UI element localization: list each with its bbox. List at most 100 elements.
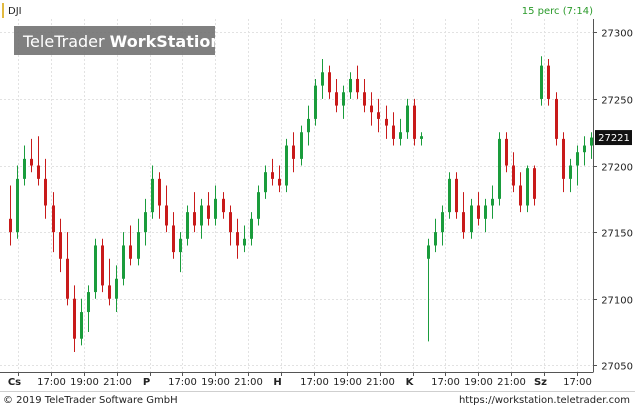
candle-down xyxy=(519,185,522,206)
candle-up xyxy=(285,145,288,186)
candle-up xyxy=(80,312,83,339)
candle-down xyxy=(455,178,458,213)
candle-up xyxy=(583,145,586,153)
candle-down xyxy=(30,158,33,166)
candle-up xyxy=(257,192,260,219)
candle-up xyxy=(186,212,189,239)
candle-down xyxy=(413,105,416,139)
candle-down xyxy=(505,138,508,166)
watermark-text: TeleTrader WorkStation xyxy=(22,32,222,51)
candle-down xyxy=(363,92,366,106)
x-tick-label: 21:00 xyxy=(366,377,395,388)
candle-up xyxy=(526,168,529,206)
candles xyxy=(9,56,593,353)
last-value-background xyxy=(595,130,632,146)
x-day-label: Cs xyxy=(8,377,21,388)
candle-up xyxy=(540,65,543,99)
y-tick-label: 27100 xyxy=(601,296,633,307)
candle-down xyxy=(101,245,104,286)
candle-down xyxy=(108,285,111,299)
candle-up xyxy=(491,198,494,206)
x-day-label: H xyxy=(273,377,281,388)
candle-down xyxy=(477,205,480,219)
candle-up xyxy=(151,178,154,213)
candle-up xyxy=(576,152,579,166)
y-tick-label: 27250 xyxy=(601,96,633,107)
candle-up xyxy=(470,205,473,233)
candle-down xyxy=(66,258,69,299)
last-value-text: 27221 xyxy=(598,133,630,144)
candle-down xyxy=(392,125,395,139)
candle-down xyxy=(555,98,558,139)
x-tick-label: 17:00 xyxy=(168,377,197,388)
last-value-badge: 27221 xyxy=(595,130,632,146)
watermark-box xyxy=(14,26,215,55)
candle-down xyxy=(462,212,465,233)
candle-down xyxy=(207,205,210,219)
candle-up xyxy=(214,198,217,219)
candle-down xyxy=(52,205,55,233)
candle-down xyxy=(236,232,239,246)
x-day-label: Sz xyxy=(534,377,547,388)
symbol-label: DJI xyxy=(8,6,22,17)
candle-up xyxy=(321,72,324,86)
x-tick-label: 17:00 xyxy=(431,377,460,388)
watermark-light: TeleTrader xyxy=(22,32,110,51)
source-url[interactable]: https://workstation.teletrader.com xyxy=(459,395,630,406)
candle-up xyxy=(448,178,451,213)
candle-down xyxy=(158,178,161,206)
candle-down xyxy=(129,245,132,259)
interval-label: 15 perc (7:14) xyxy=(522,6,593,17)
candle-down xyxy=(59,232,62,259)
x-tick-label: 19:00 xyxy=(70,377,99,388)
y-axis-ticks: 27050 27100 27150 27200 27250 27300 xyxy=(593,29,633,373)
candle-up xyxy=(200,205,203,226)
candle-down xyxy=(370,105,373,113)
candle-down xyxy=(385,118,388,126)
x-tick-label: 19:00 xyxy=(333,377,362,388)
candle-up xyxy=(250,218,253,239)
x-tick-label: 21:00 xyxy=(497,377,526,388)
x-tick-label: 17:00 xyxy=(37,377,66,388)
y-tick-label: 27300 xyxy=(601,29,633,40)
watermark-bold: WorkStation xyxy=(110,32,222,51)
copyright-text: © 2019 TeleTrader Software GmbH xyxy=(3,395,178,406)
candle-down xyxy=(73,298,76,339)
candle-down xyxy=(533,168,536,199)
candle-up xyxy=(590,137,593,146)
candle-down xyxy=(356,78,359,93)
candle-down xyxy=(512,165,515,186)
x-tick-label: 19:00 xyxy=(201,377,230,388)
y-tick-label: 27050 xyxy=(601,362,633,373)
candle-down xyxy=(37,165,40,179)
candle-up xyxy=(441,212,444,233)
candle-down xyxy=(222,198,225,213)
x-tick-label: 17:00 xyxy=(563,377,592,388)
candle-down xyxy=(172,225,175,253)
candle-down xyxy=(193,212,196,226)
candle-up xyxy=(179,238,182,253)
candle-down xyxy=(547,65,550,99)
candle-up xyxy=(23,158,26,179)
candle-down xyxy=(335,92,338,106)
candle-up xyxy=(300,132,303,159)
candle-up xyxy=(122,245,125,279)
x-day-label: K xyxy=(406,377,415,388)
candle-up xyxy=(484,205,487,219)
candle-down xyxy=(229,212,232,233)
x-tick-label: 21:00 xyxy=(103,377,132,388)
candle-up xyxy=(420,136,423,139)
candle-down xyxy=(278,178,281,186)
candle-up xyxy=(349,78,352,93)
candle-up xyxy=(115,278,118,299)
candle-up xyxy=(264,172,267,193)
candle-up xyxy=(87,292,90,313)
candle-up xyxy=(137,232,140,259)
candle-up xyxy=(434,232,437,246)
y-tick-label: 27200 xyxy=(601,163,633,174)
x-tick-label: 17:00 xyxy=(300,377,329,388)
x-axis-ticks: Cs 17:00 19:00 21:00 P 17:00 19:00 21:00 H 17:00 1… xyxy=(8,372,592,388)
candle-up xyxy=(498,138,501,199)
